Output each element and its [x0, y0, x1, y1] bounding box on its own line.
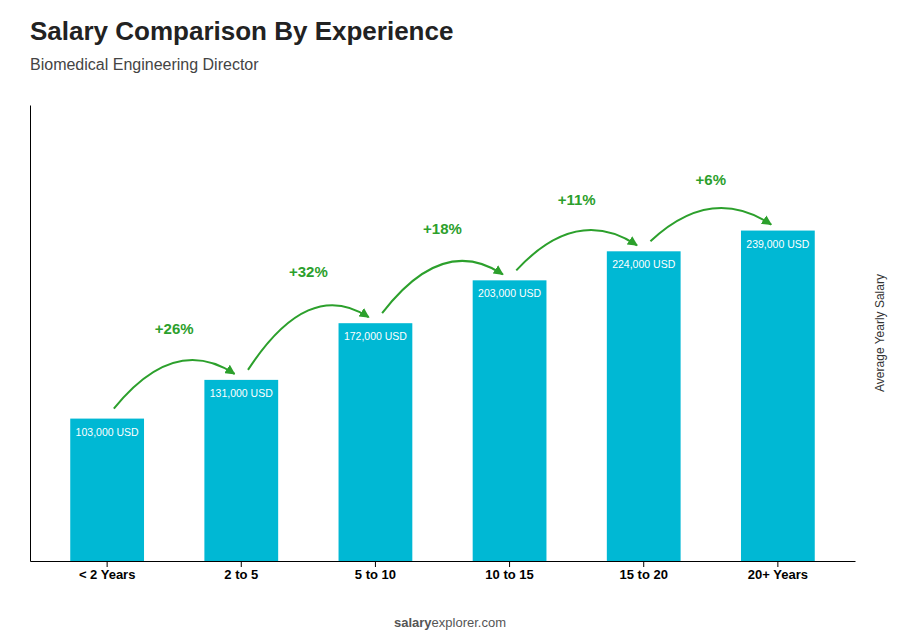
x-tick: 20+ Years [748, 561, 808, 582]
data-label: 203,000 USD [478, 287, 541, 299]
x-tick-label: 2 to 5 [224, 567, 258, 582]
subtitle: Biomedical Engineering Director [30, 56, 259, 73]
x-tick: 10 to 15 [485, 561, 533, 582]
x-tick-mark [509, 561, 510, 567]
data-label: 224,000 USD [612, 258, 675, 270]
x-axis: < 2 Years 2 to 5 5 to 10 10 to 15 15 to 20 20… [31, 561, 856, 582]
x-tick-mark [643, 561, 644, 567]
data-label: 103,000 USD [76, 426, 139, 438]
x-axis-line [31, 561, 856, 562]
x-tick-label: < 2 Years [79, 567, 136, 582]
change-arrow [382, 261, 503, 313]
change-arrow [516, 230, 637, 270]
title: Salary Comparison By Experience [30, 16, 453, 46]
y-axis [30, 106, 31, 562]
annotations: +26% +32% +18% +11% +6% [114, 171, 771, 409]
change-label: +26% [155, 320, 194, 337]
x-tick-mark [375, 561, 376, 567]
change-arrow [114, 360, 235, 409]
x-tick-label: 5 to 10 [355, 567, 396, 582]
data-labels: 103,000 USD 131,000 USD 172,000 USD 203,000… [76, 238, 810, 438]
bar [607, 251, 681, 561]
watermark-part: salary [394, 615, 432, 630]
x-tick-mark [241, 561, 242, 567]
change-label: +32% [289, 263, 328, 280]
bar [339, 323, 413, 561]
change-label: +6% [696, 171, 726, 188]
x-tick: 2 to 5 [224, 561, 258, 582]
data-label: 131,000 USD [210, 387, 273, 399]
x-tick: 5 to 10 [355, 561, 396, 582]
x-tick: 15 to 20 [620, 561, 668, 582]
change-arrow [248, 305, 369, 370]
bar [204, 380, 278, 561]
change-label: +18% [423, 220, 462, 237]
data-label: 172,000 USD [344, 330, 407, 342]
y-axis-title: Average Yearly Salary [873, 274, 887, 392]
data-label: 239,000 USD [746, 238, 809, 250]
watermark-part: explorer.com [432, 615, 506, 630]
bar [741, 231, 815, 561]
x-tick-label: 20+ Years [748, 567, 808, 582]
y-axis-line [30, 106, 31, 562]
bars [70, 231, 815, 561]
x-tick: < 2 Years [79, 561, 136, 582]
x-tick-mark [777, 561, 778, 567]
watermark: salaryexplorer.com [394, 615, 506, 630]
bar [70, 419, 144, 561]
x-tick-label: 10 to 15 [485, 567, 533, 582]
x-tick-mark [107, 561, 108, 567]
bar [473, 280, 547, 561]
change-arrow [650, 208, 771, 241]
change-label: +11% [558, 191, 596, 208]
chart-svg: Salary Comparison By Experience Biomedica… [0, 0, 900, 641]
chart-container: Salary Comparison By Experience Biomedica… [0, 0, 900, 641]
x-tick-label: 15 to 20 [620, 567, 668, 582]
